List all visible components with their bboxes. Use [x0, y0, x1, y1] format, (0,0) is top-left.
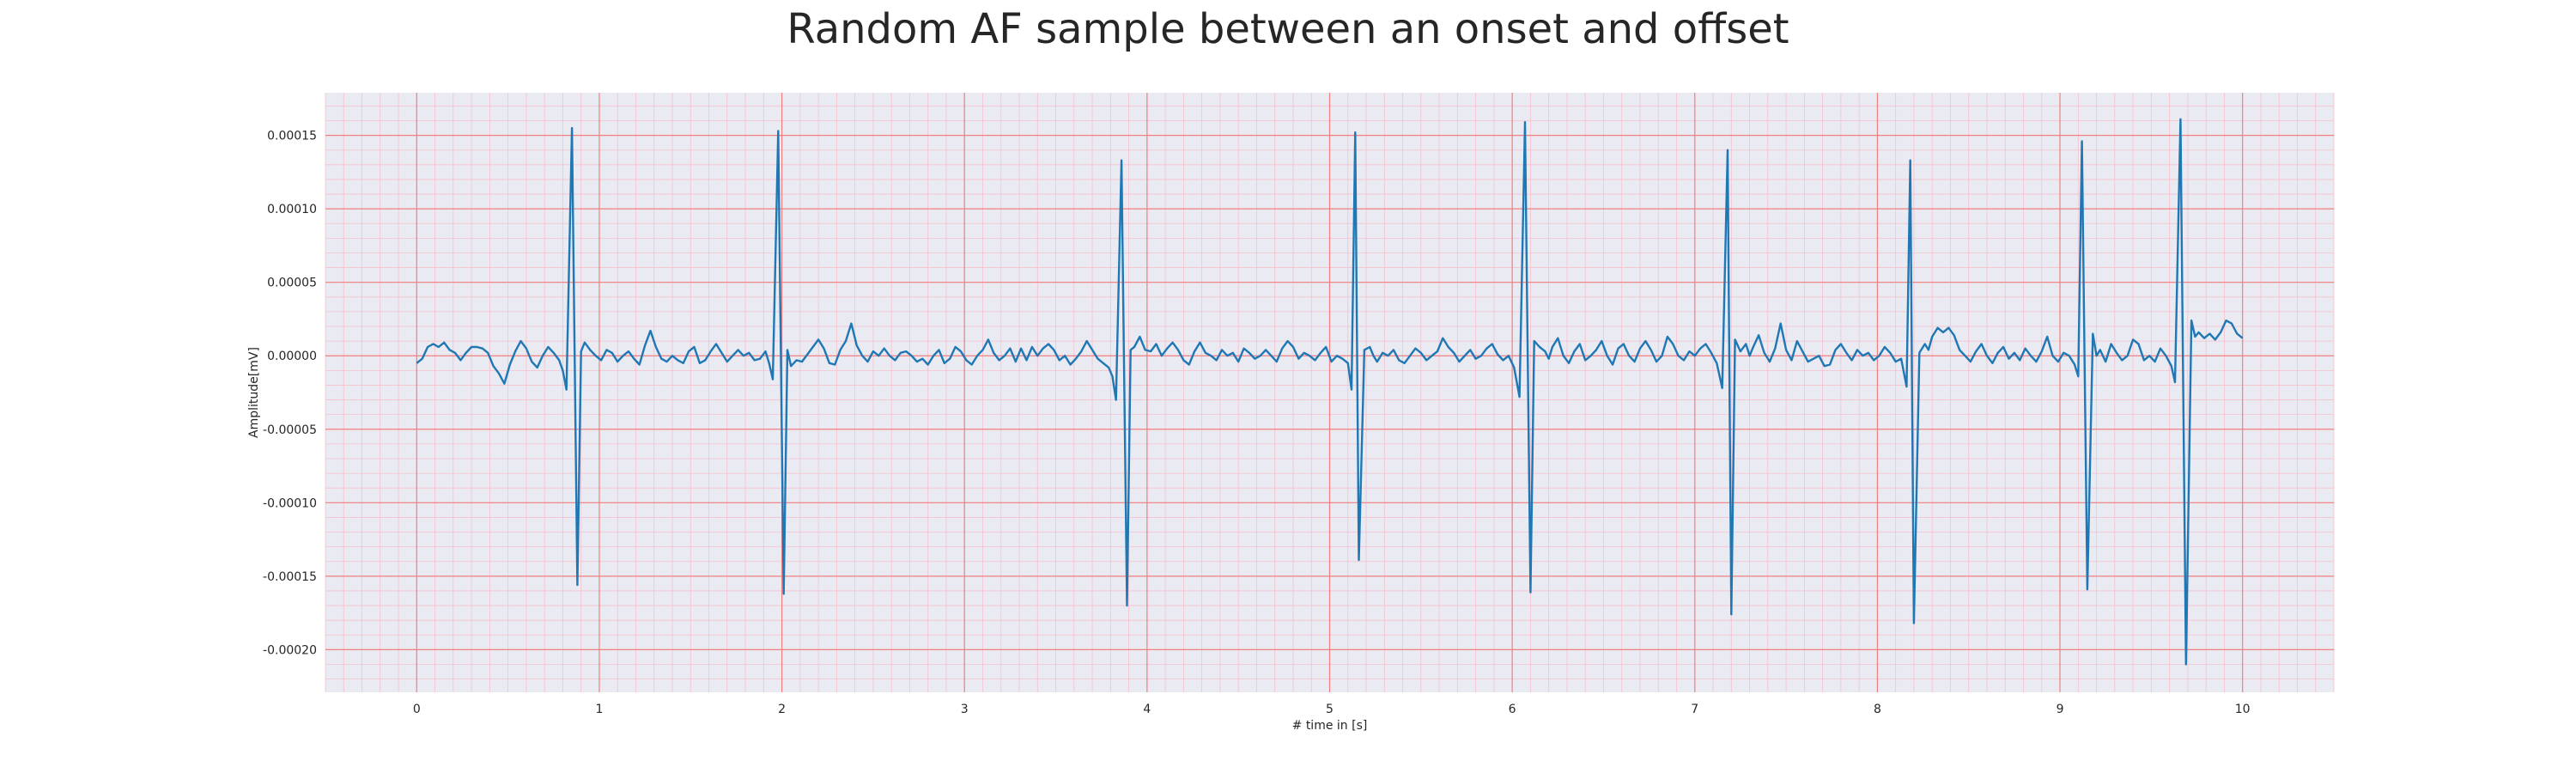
- x-axis-label: # time in [s]: [1292, 719, 1368, 733]
- y-tick-label: 0.00000: [267, 350, 317, 363]
- y-tick-label: 0.00015: [267, 130, 317, 143]
- y-tick-label: -0.00015: [263, 570, 317, 584]
- x-tick-label: 3: [961, 703, 969, 716]
- x-tick-label: 10: [2235, 703, 2251, 716]
- x-tick-label: 9: [2057, 703, 2064, 716]
- x-tick-label: 4: [1143, 703, 1151, 716]
- y-axis-label: Amplitude[mV]: [247, 347, 261, 438]
- x-tick-label: 7: [1691, 703, 1698, 716]
- x-tick-label: 8: [1874, 703, 1881, 716]
- y-tick-label: -0.00010: [263, 496, 317, 510]
- x-tick-label: 0: [413, 703, 421, 716]
- x-tick-label: 1: [595, 703, 603, 716]
- x-tick-label: 2: [778, 703, 786, 716]
- y-tick-label: -0.00020: [263, 643, 317, 657]
- x-tick-labels: 0 1 2 3 4 5 6 7 8 9 10: [413, 703, 2251, 716]
- chart-title: Random AF sample between an onset and of…: [787, 5, 1789, 53]
- y-tick-label: -0.00005: [263, 423, 317, 437]
- y-tick-label: 0.00010: [267, 203, 317, 216]
- x-tick-label: 5: [1326, 703, 1334, 716]
- x-tick-label: 6: [1509, 703, 1516, 716]
- series-line: [416, 118, 2244, 666]
- major-grid: [325, 93, 2334, 692]
- y-tick-label: 0.00005: [267, 277, 317, 290]
- y-tick-labels: 0.00015 0.00010 0.00005 0.00000 -0.00005 -0.0…: [263, 130, 317, 658]
- series-layer: [416, 118, 2244, 666]
